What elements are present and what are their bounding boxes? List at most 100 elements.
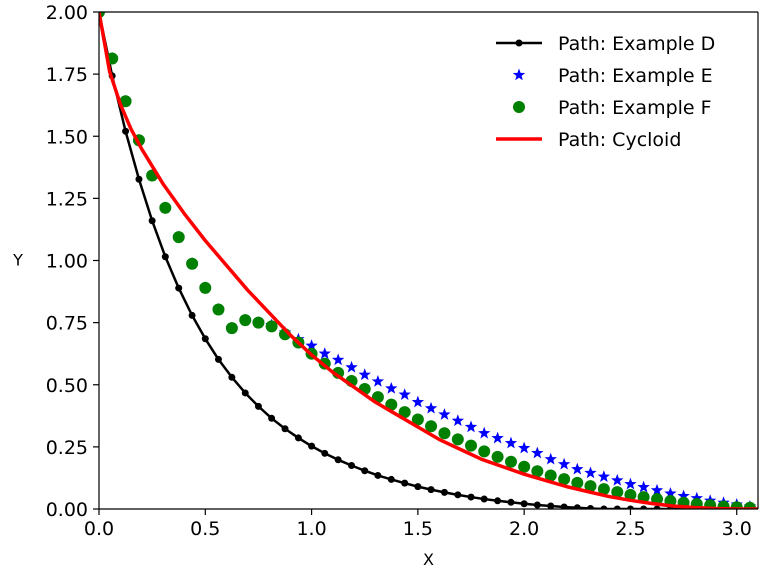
data-point bbox=[345, 360, 358, 373]
data-point bbox=[358, 368, 371, 381]
data-point bbox=[611, 473, 624, 486]
legend-marker bbox=[512, 68, 526, 81]
data-point bbox=[544, 469, 557, 482]
data-point bbox=[294, 434, 302, 442]
data-point bbox=[584, 480, 597, 493]
legend-label: Path: Example F bbox=[558, 97, 712, 119]
data-point bbox=[401, 479, 409, 487]
data-point bbox=[494, 497, 502, 505]
data-point bbox=[387, 475, 395, 483]
data-point bbox=[518, 460, 531, 473]
data-point bbox=[491, 431, 504, 444]
data-point bbox=[321, 449, 329, 457]
series-layer bbox=[99, 12, 758, 509]
data-point bbox=[385, 381, 398, 394]
legend-item: Path: Example D bbox=[496, 33, 715, 55]
data-point bbox=[371, 375, 385, 387]
data-point bbox=[640, 505, 648, 509]
y-tick-label: 1.50 bbox=[46, 126, 88, 148]
legend-item: Path: Example E bbox=[512, 65, 713, 87]
data-point bbox=[557, 457, 571, 470]
data-point bbox=[533, 501, 541, 509]
legend-marker bbox=[515, 39, 523, 47]
x-tick-label: 1.0 bbox=[296, 518, 326, 540]
data-point bbox=[318, 347, 331, 359]
series-4 bbox=[99, 12, 758, 509]
data-point bbox=[305, 339, 318, 351]
data-point bbox=[504, 455, 517, 468]
data-point bbox=[374, 471, 382, 479]
y-axis-label: Y bbox=[12, 251, 23, 270]
data-point bbox=[135, 175, 143, 183]
data-point bbox=[520, 500, 528, 508]
data-point bbox=[653, 505, 661, 509]
data-point bbox=[573, 504, 581, 509]
data-point bbox=[531, 446, 544, 459]
data-point bbox=[188, 311, 196, 319]
data-point bbox=[427, 486, 435, 494]
series-line bbox=[99, 12, 758, 509]
data-point bbox=[465, 439, 478, 452]
data-point bbox=[504, 436, 518, 449]
data-point bbox=[451, 433, 464, 446]
data-point bbox=[161, 253, 169, 261]
data-point bbox=[225, 322, 238, 335]
data-point bbox=[119, 95, 132, 108]
data-point bbox=[478, 426, 491, 439]
data-point bbox=[571, 462, 584, 475]
data-point bbox=[478, 445, 491, 458]
data-point bbox=[414, 483, 422, 491]
data-point bbox=[717, 500, 730, 509]
data-point bbox=[637, 491, 650, 504]
x-tick-label: 0.0 bbox=[84, 518, 114, 540]
data-point bbox=[624, 477, 637, 490]
axes-layer: 0.0 0.5 1.0 1.5 2.0 2.5 3.0 0.00 0.25 0.50 0.75 1.0… bbox=[46, 2, 759, 540]
data-point bbox=[558, 473, 571, 486]
data-point bbox=[637, 480, 650, 493]
data-point bbox=[348, 462, 356, 470]
y-tick-label: 0.75 bbox=[46, 313, 88, 335]
data-point bbox=[586, 505, 594, 509]
y-tick-label: 1.00 bbox=[46, 251, 88, 273]
data-point bbox=[730, 501, 743, 509]
data-point bbox=[241, 389, 249, 397]
data-point bbox=[440, 488, 448, 496]
x-tick-label: 1.5 bbox=[403, 518, 433, 540]
data-point bbox=[361, 467, 369, 475]
data-point bbox=[626, 505, 634, 509]
x-axis-label: X bbox=[423, 550, 434, 569]
data-point bbox=[438, 408, 451, 420]
data-point bbox=[398, 388, 411, 400]
data-point bbox=[252, 316, 265, 329]
data-point bbox=[334, 456, 342, 464]
legend: Path: Example D Path: Example E Path: Exam… bbox=[496, 33, 715, 151]
data-point bbox=[159, 201, 172, 214]
data-point bbox=[239, 314, 252, 327]
data-point bbox=[451, 414, 465, 427]
data-point bbox=[544, 452, 557, 465]
data-point bbox=[613, 505, 621, 509]
data-point bbox=[122, 127, 130, 135]
data-point bbox=[385, 398, 398, 411]
data-point bbox=[664, 487, 677, 499]
legend-item: Path: Cycloid bbox=[496, 129, 681, 151]
data-point bbox=[743, 501, 756, 509]
legend-marker bbox=[513, 101, 525, 113]
data-point bbox=[268, 414, 276, 422]
data-point bbox=[480, 495, 488, 503]
data-point bbox=[172, 231, 185, 244]
y-tick-label: 0.25 bbox=[46, 437, 88, 459]
data-point bbox=[600, 505, 608, 509]
data-point bbox=[201, 335, 209, 343]
x-tick-label: 3.0 bbox=[722, 518, 752, 540]
data-point bbox=[690, 491, 703, 504]
x-tick-label: 2.5 bbox=[615, 518, 645, 540]
data-point bbox=[611, 486, 624, 499]
data-point bbox=[424, 401, 438, 414]
data-point bbox=[454, 491, 462, 499]
data-point bbox=[677, 489, 690, 502]
data-point bbox=[491, 450, 504, 463]
data-point bbox=[254, 402, 262, 410]
data-point bbox=[281, 425, 289, 433]
series-1 bbox=[99, 12, 754, 509]
